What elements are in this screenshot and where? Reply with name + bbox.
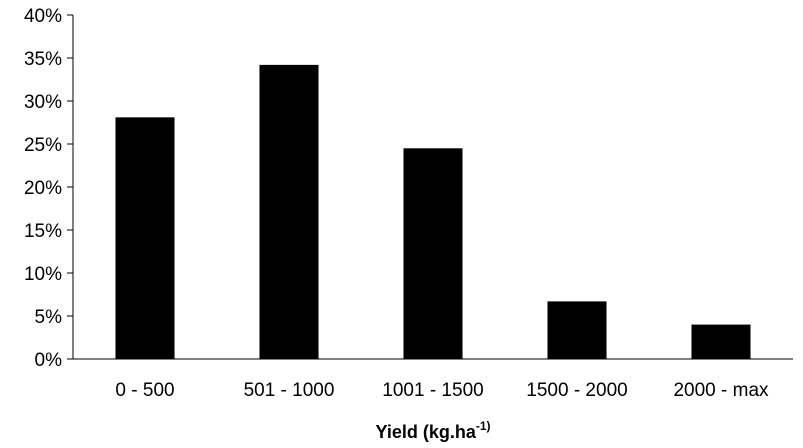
y-tick-label: 40% — [24, 6, 62, 27]
x-axis-tick-labels: 0 - 500 501 - 1000 1001 - 1500 1500 - 2000 2… — [115, 380, 769, 401]
y-tick-label: 5% — [35, 307, 63, 328]
x-tick-label: 501 - 1000 — [244, 380, 335, 401]
y-tick-label: 35% — [24, 49, 62, 70]
bar — [691, 324, 751, 359]
y-tick-label: 0% — [35, 350, 63, 371]
y-tick-label: 30% — [24, 92, 62, 113]
y-tick-label: 25% — [24, 135, 62, 156]
x-axis-title-main: Yield (kg.ha — [375, 422, 476, 442]
y-tick-label: 15% — [24, 221, 62, 242]
x-tick-label: 2000 - max — [673, 380, 769, 401]
x-tick-label: 0 - 500 — [115, 380, 174, 401]
bar — [259, 64, 319, 359]
bar — [115, 117, 175, 359]
x-tick-label: 1001 - 1500 — [382, 380, 483, 401]
y-tick-label: 20% — [24, 178, 62, 199]
x-axis-title: Yield (kg.ha-1) — [375, 419, 490, 442]
y-axis-ticks: 0% 5% 10% 15% 20% 25% 30% 35% 40% — [24, 6, 73, 371]
y-tick-label: 10% — [24, 264, 62, 285]
bars — [115, 64, 751, 359]
bar — [403, 148, 463, 359]
x-tick-label: 1500 - 2000 — [526, 380, 627, 401]
x-axis-title-superscript: -1) — [476, 419, 491, 433]
bar — [547, 301, 607, 359]
